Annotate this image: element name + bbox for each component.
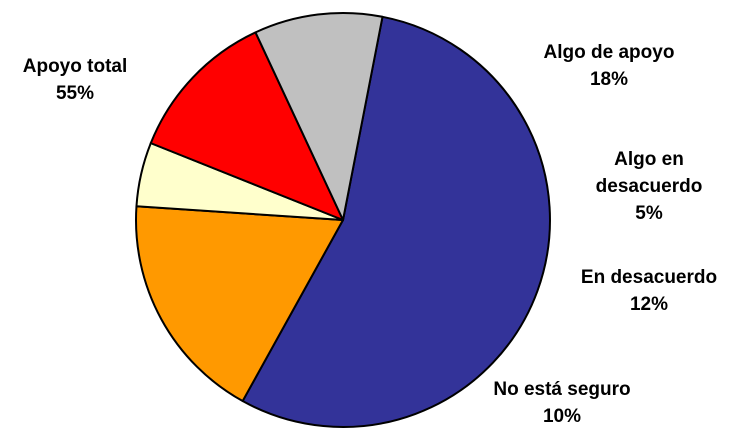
slice-label-value-algo-de-apoyo: 18% — [590, 69, 628, 90]
slice-label-name-en-desacuerdo: En desacuerdo — [581, 267, 717, 288]
slice-label-name-algo-en-desacuerdo-line2: desacuerdo — [596, 176, 703, 197]
pie-slice-en-desacuerdo — [149, 31, 344, 221]
slice-label-name-algo-en-desacuerdo-line1: Algo en — [614, 149, 684, 170]
slice-label-value-algo-en-desacuerdo: 5% — [635, 203, 663, 224]
slice-label-value-en-desacuerdo: 12% — [630, 294, 668, 315]
slice-label-value-no-esta-seguro: 10% — [543, 406, 581, 427]
pie-slice-no-esta-seguro — [254, 12, 384, 221]
pie-slice-apoyo-total — [241, 15, 551, 428]
slice-label-name-no-esta-seguro: No está seguro — [493, 379, 630, 400]
slice-labels: Apoyo total 55% Algo de apoyo 18% Algo en des… — [23, 42, 717, 427]
slice-label-name-algo-de-apoyo: Algo de apoyo — [544, 42, 675, 63]
pie-slice-algo-de-apoyo — [135, 205, 344, 403]
slice-label-value-apoyo-total: 55% — [56, 83, 94, 104]
slice-label-name-apoyo-total: Apoyo total — [23, 56, 128, 77]
pie-slices — [135, 12, 551, 428]
